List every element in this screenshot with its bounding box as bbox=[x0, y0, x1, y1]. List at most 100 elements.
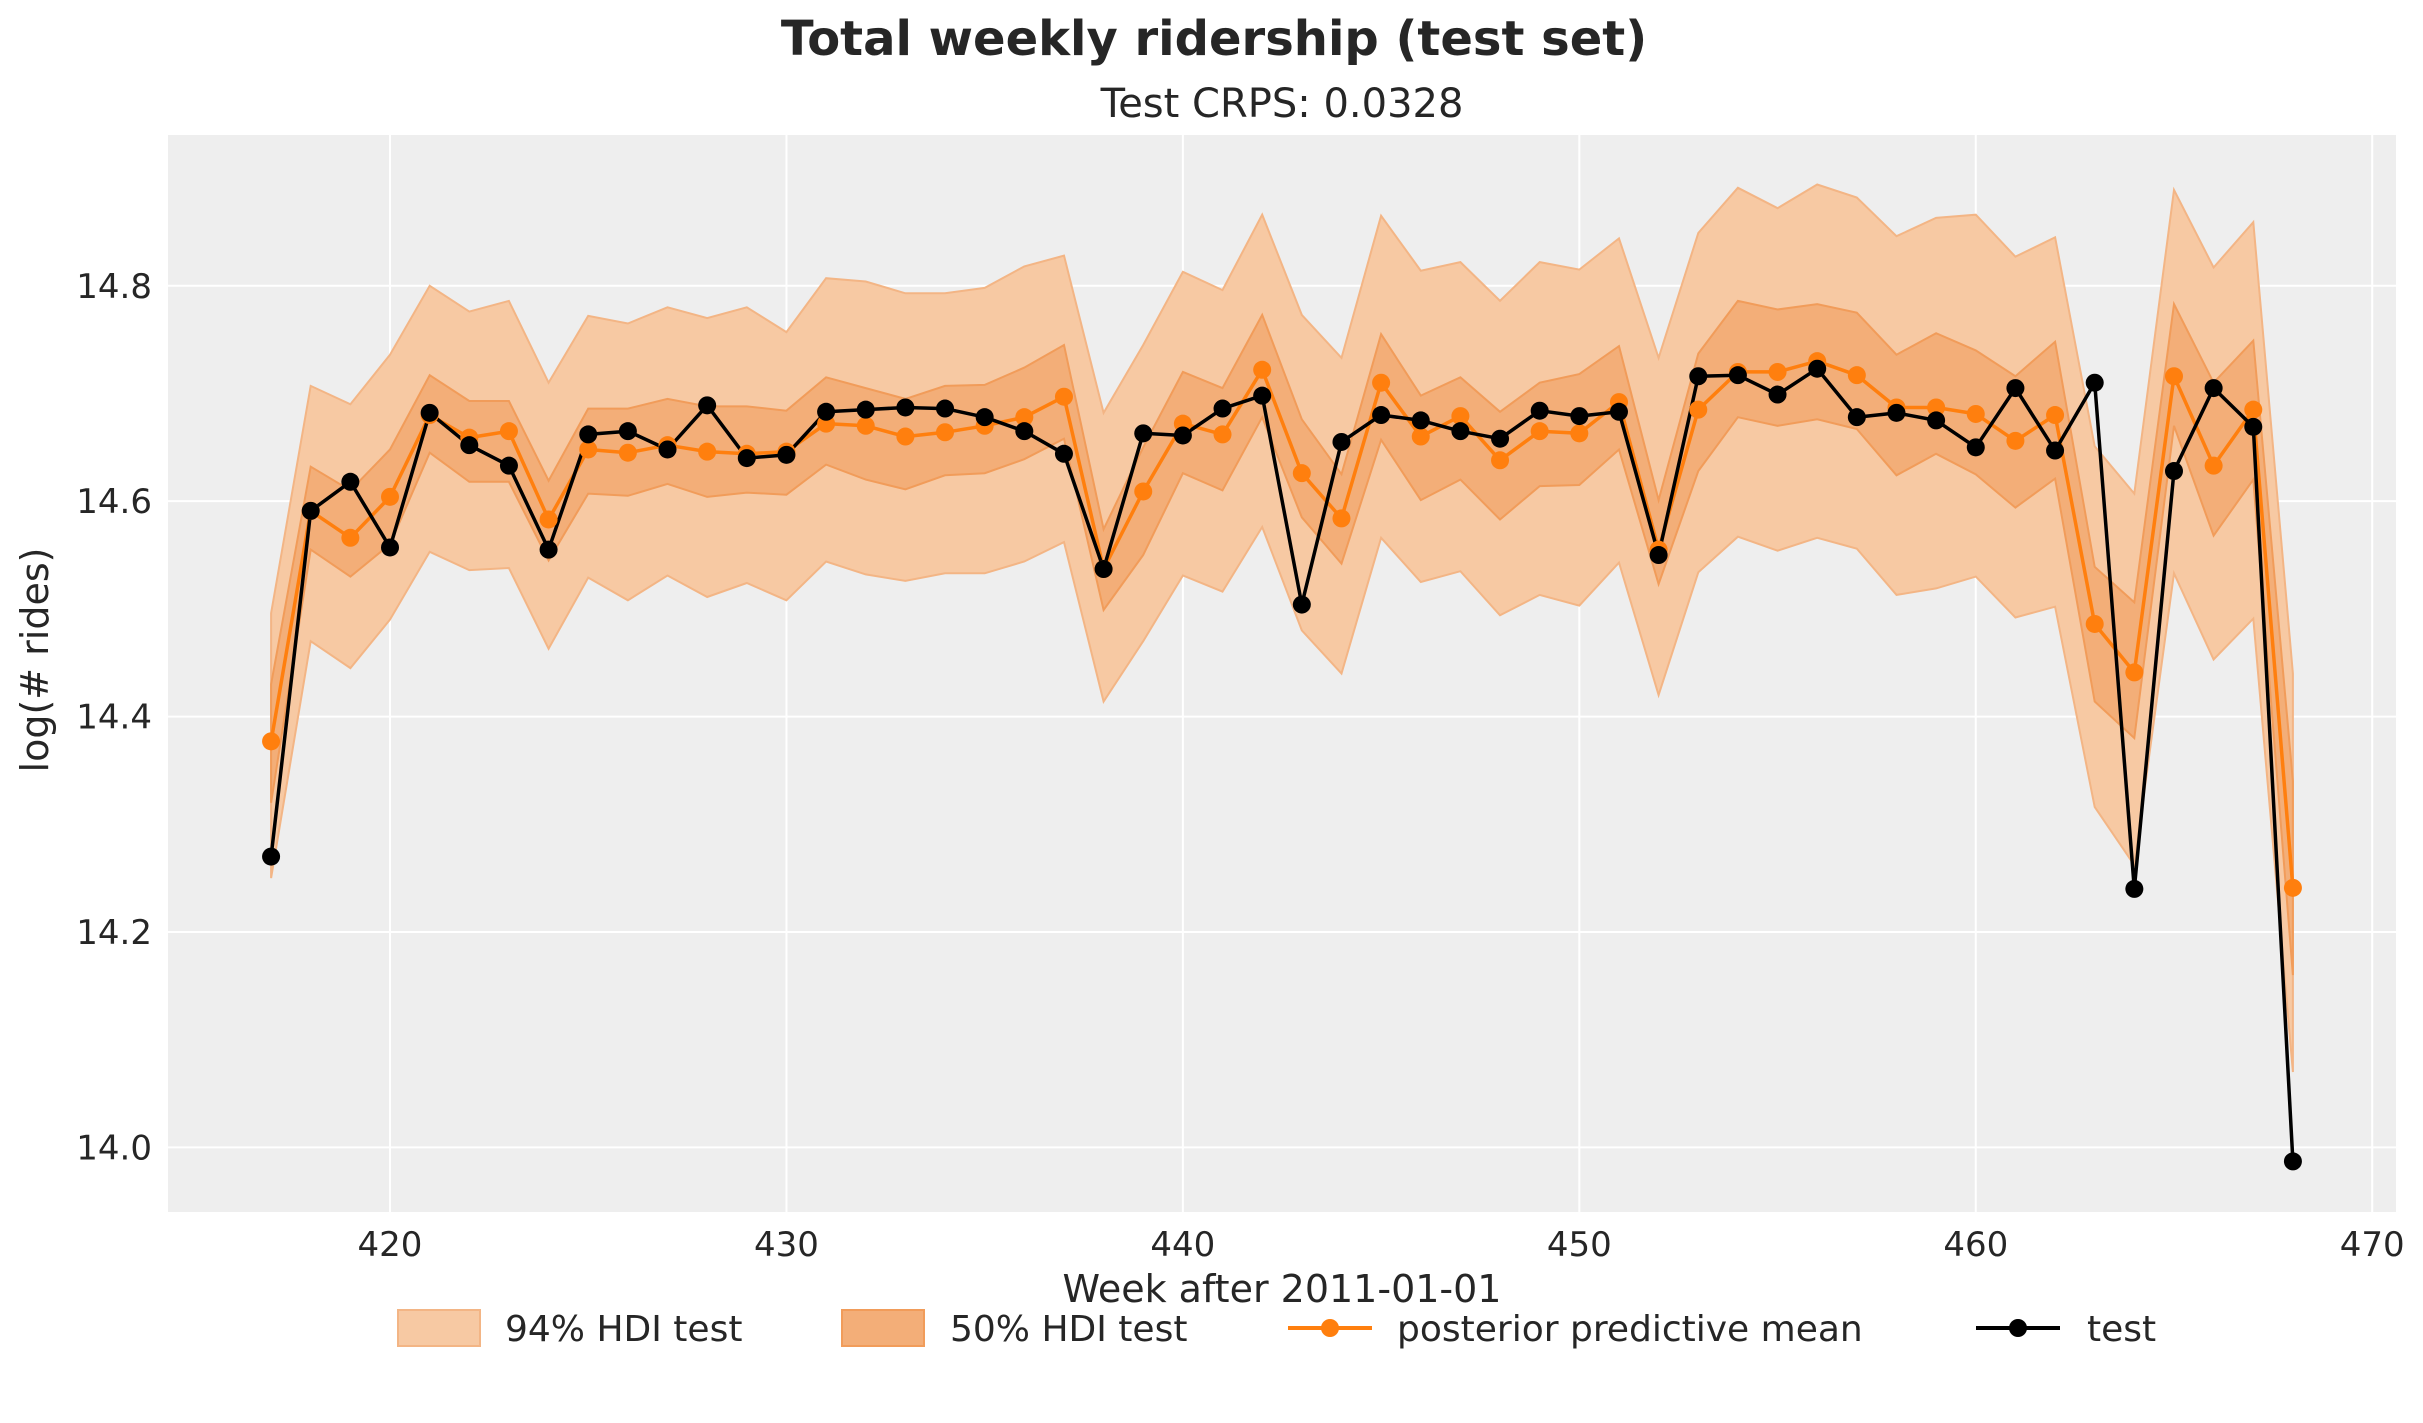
point-mean-466 bbox=[2204, 456, 2223, 475]
legend-item-hdi94: 94% HDI test bbox=[397, 1309, 742, 1350]
point-mean-436 bbox=[1015, 408, 1034, 427]
point-test-430 bbox=[777, 445, 796, 464]
point-test-441 bbox=[1213, 399, 1232, 418]
point-test-445 bbox=[1372, 406, 1391, 425]
point-test-457 bbox=[1847, 408, 1866, 427]
point-mean-432 bbox=[856, 416, 875, 435]
point-test-450 bbox=[1570, 407, 1589, 426]
legend: 94% HDI test 50% HDI test posterior pred… bbox=[397, 1309, 2156, 1350]
legend-item-mean: posterior predictive mean bbox=[1288, 1309, 1863, 1350]
x-tick-label-460: 460 bbox=[1943, 1225, 2008, 1265]
point-mean-453 bbox=[1689, 400, 1708, 419]
point-mean-460 bbox=[1966, 404, 1985, 423]
point-test-417 bbox=[262, 847, 281, 866]
chart-subtitle: Test CRPS: 0.0328 bbox=[1100, 81, 1464, 127]
point-test-444 bbox=[1332, 432, 1351, 451]
point-mean-426 bbox=[618, 443, 637, 462]
point-test-461 bbox=[2006, 379, 2025, 398]
x-axis-label: Week after 2011-01-01 bbox=[1062, 1267, 1501, 1311]
figure-title: Total weekly ridership (test set) bbox=[781, 11, 1647, 67]
point-test-467 bbox=[2244, 417, 2263, 436]
point-mean-459 bbox=[1927, 398, 1946, 417]
point-test-451 bbox=[1609, 402, 1628, 421]
point-test-455 bbox=[1768, 385, 1787, 404]
point-mean-437 bbox=[1054, 387, 1073, 406]
point-mean-443 bbox=[1292, 464, 1311, 483]
legend-item-hdi50: 50% HDI test bbox=[841, 1309, 1187, 1350]
point-mean-433 bbox=[896, 427, 915, 446]
point-test-459 bbox=[1927, 411, 1946, 430]
point-mean-461 bbox=[2006, 431, 2025, 450]
point-mean-441 bbox=[1213, 425, 1232, 444]
point-mean-444 bbox=[1332, 509, 1351, 528]
point-mean-448 bbox=[1491, 451, 1510, 470]
band-hdi50 bbox=[270, 299, 2294, 976]
line-posterior-mean bbox=[269, 359, 2295, 888]
point-test-464 bbox=[2125, 879, 2144, 898]
x-tick-label-450: 450 bbox=[1547, 1225, 1612, 1265]
y-tick-label-2: 14.4 bbox=[76, 698, 152, 738]
point-test-438 bbox=[1094, 560, 1113, 579]
point-test-442 bbox=[1253, 386, 1272, 405]
point-test-466 bbox=[2204, 379, 2223, 398]
point-test-418 bbox=[301, 501, 320, 520]
point-mean-434 bbox=[936, 423, 955, 442]
point-test-448 bbox=[1491, 429, 1510, 448]
point-test-424 bbox=[539, 540, 558, 559]
point-mean-442 bbox=[1253, 360, 1272, 379]
point-mean-417 bbox=[262, 732, 281, 751]
point-test-460 bbox=[1966, 438, 1985, 457]
legend-marker-mean bbox=[1321, 1319, 1339, 1337]
y-tick-label-3: 14.6 bbox=[76, 482, 152, 522]
point-mean-465 bbox=[2164, 367, 2183, 386]
point-mean-425 bbox=[579, 440, 598, 459]
point-mean-446 bbox=[1411, 427, 1430, 446]
x-tick-label-440: 440 bbox=[1150, 1225, 1215, 1265]
y-axis-ticks: 14.0 14.2 14.4 14.6 14.8 bbox=[76, 267, 152, 1169]
point-test-463 bbox=[2085, 373, 2104, 392]
point-mean-445 bbox=[1372, 373, 1391, 392]
point-test-436 bbox=[1015, 422, 1034, 441]
point-test-439 bbox=[1134, 424, 1153, 443]
point-mean-455 bbox=[1768, 362, 1787, 381]
legend-swatch-hdi50 bbox=[841, 1309, 925, 1347]
point-test-431 bbox=[817, 402, 836, 421]
point-mean-447 bbox=[1451, 407, 1470, 426]
point-test-456 bbox=[1808, 359, 1827, 378]
legend-label-test: test bbox=[2087, 1309, 2156, 1350]
y-axis-label: log(# rides) bbox=[13, 548, 57, 773]
y-tick-label-0: 14.0 bbox=[76, 1128, 152, 1168]
point-test-421 bbox=[420, 403, 439, 422]
x-tick-label-420: 420 bbox=[358, 1225, 423, 1265]
point-mean-468 bbox=[2283, 878, 2302, 897]
point-test-440 bbox=[1173, 426, 1192, 445]
point-test-435 bbox=[975, 408, 994, 427]
point-test-425 bbox=[579, 425, 598, 444]
point-mean-450 bbox=[1570, 424, 1589, 443]
point-test-429 bbox=[737, 449, 756, 468]
point-test-454 bbox=[1728, 366, 1747, 385]
point-test-447 bbox=[1451, 422, 1470, 441]
point-mean-424 bbox=[539, 510, 558, 529]
point-test-428 bbox=[698, 396, 717, 415]
point-test-437 bbox=[1054, 444, 1073, 463]
point-test-434 bbox=[936, 399, 955, 418]
point-mean-467 bbox=[2244, 400, 2263, 419]
point-mean-457 bbox=[1847, 366, 1866, 385]
point-test-449 bbox=[1530, 401, 1549, 420]
series-lines bbox=[269, 359, 2295, 1162]
legend-label-mean: posterior predictive mean bbox=[1397, 1309, 1863, 1350]
legend-marker-test bbox=[2009, 1319, 2027, 1337]
point-mean-428 bbox=[698, 442, 717, 461]
legend-label-hdi94: 94% HDI test bbox=[505, 1309, 742, 1350]
point-test-465 bbox=[2164, 462, 2183, 481]
point-test-446 bbox=[1411, 411, 1430, 430]
point-mean-423 bbox=[499, 422, 518, 441]
point-mean-463 bbox=[2085, 614, 2104, 633]
hdi-bands bbox=[270, 183, 2294, 1073]
legend-item-test: test bbox=[1976, 1309, 2156, 1350]
x-tick-label-470: 470 bbox=[2340, 1225, 2405, 1265]
point-test-432 bbox=[856, 400, 875, 419]
point-test-433 bbox=[896, 398, 915, 417]
